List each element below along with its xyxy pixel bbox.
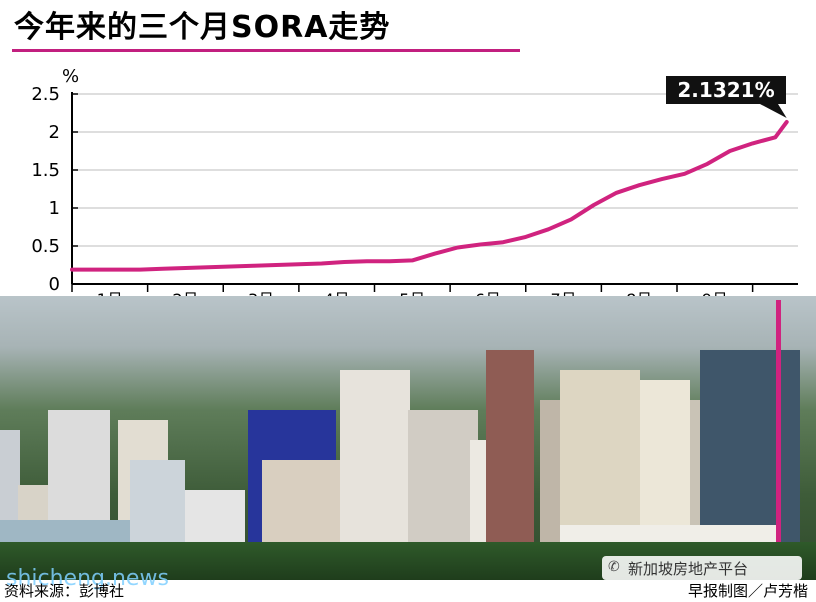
y-tick-label: 1.5 — [31, 160, 60, 181]
x-tick-label: 2月 — [172, 290, 198, 300]
x-tick-label: 4月 — [324, 290, 350, 300]
city-skyline-photo — [0, 296, 816, 580]
sora-line-chart: 0 0.5 1 1.5 2 2.5% 1月 2月 3月 4月 5月 6月 7月 8月 9月 2.1321% — [31, 66, 798, 300]
callout-box — [666, 76, 786, 104]
y-tick-label: 2.5 — [31, 84, 60, 105]
watermark-platform: ✆ 新加坡房地产平台 — [602, 556, 802, 580]
chart-title: 今年来的三个月SORA走势 — [14, 10, 391, 45]
x-tick-label: 3月 — [248, 290, 274, 300]
y-tick-label: 1 — [49, 198, 60, 219]
x-tick-label: 8月 — [626, 290, 652, 300]
x-tick-label: 9月 — [702, 290, 728, 300]
x-tick-label: 7月 — [550, 290, 576, 300]
skyline-building — [486, 350, 534, 580]
construction-crane — [776, 300, 781, 580]
x-tick-label: 5月 — [399, 290, 425, 300]
y-axis-label: % — [62, 66, 79, 87]
x-tick-label: 6月 — [475, 290, 501, 300]
y-tick-label: 0.5 — [31, 236, 60, 257]
x-tick-label: 1月 — [97, 290, 123, 300]
source-note: 资料来源：彭博社 — [4, 582, 125, 600]
y-tick-label: 0 — [49, 274, 60, 295]
y-tick-label: 2 — [49, 122, 60, 143]
watermark-platform-text: 新加坡房地产平台 — [628, 560, 749, 578]
callout-pointer — [760, 104, 787, 118]
series-line — [70, 120, 789, 272]
watermark-site: shicheng.news — [6, 566, 169, 591]
wechat-icon: ✆ — [608, 559, 620, 575]
title-underline — [12, 49, 520, 52]
credit-note: 早报制图／卢芳楷 — [687, 582, 808, 600]
callout-label: 2.1321% — [677, 78, 774, 102]
